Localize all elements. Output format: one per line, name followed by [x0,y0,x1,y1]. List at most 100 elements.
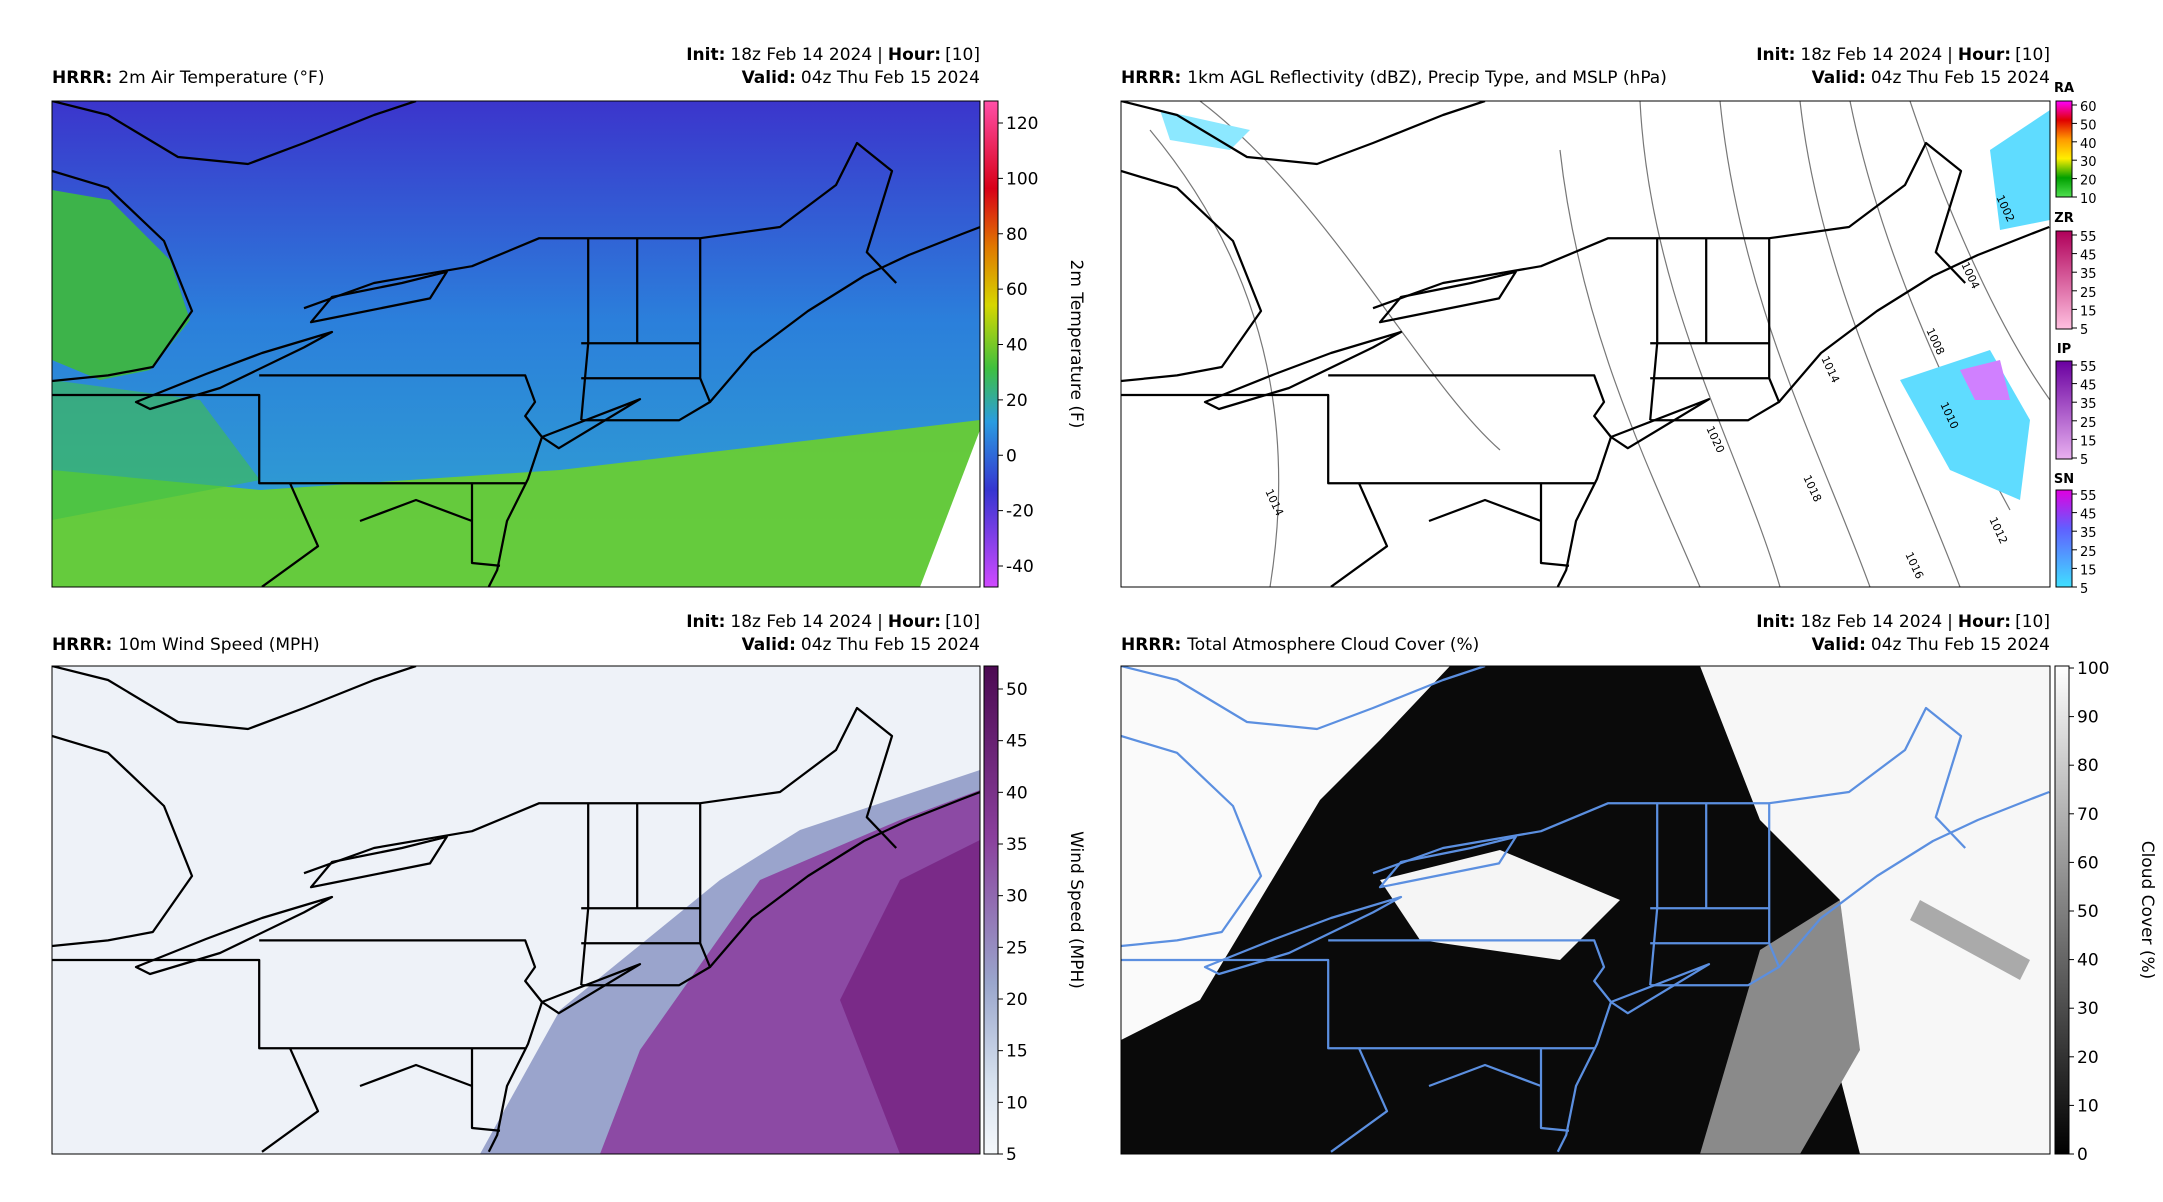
snow-area [1990,110,2050,230]
colorbar-label: IP [2057,342,2071,357]
colorbar-tick-label: 5 [2080,582,2088,597]
init-label: Init: [686,612,725,632]
init-time: 18z Feb 14 2024 [1800,45,1942,65]
colorbar-tick-label: 10 [1006,1093,1028,1113]
hour-label: Hour: [888,612,941,632]
panel-title: HRRR: 10m Wind Speed (MPH) [52,635,320,655]
init-line: Init: 18z Feb 14 2024 | Hour: [10] [686,45,980,65]
colorbar [2055,100,2073,198]
colorbar-tick-label: 15 [2080,304,2097,319]
colorbar-tick-label: 80 [2077,756,2099,776]
colorbar [983,100,999,588]
hour-value: [10] [2015,45,2050,65]
colorbar-tick-label: 45 [2080,508,2097,523]
hour-label: Hour: [1958,45,2011,65]
colorbar-tick-label: 40 [1006,336,1028,356]
colorbar [2055,489,2073,588]
title-text: Total Atmosphere Cloud Cover (%) [1186,635,1479,655]
colorbar-tick-label: 20 [1006,990,1028,1010]
colorbar-tick-label: 15 [2080,563,2097,578]
frame [51,665,981,1155]
colorbar-tick-label: -20 [1006,502,1034,522]
colorbar-tick-label: 100 [2077,659,2109,679]
model-name: HRRR: [52,635,112,655]
colorbar-tick-label: 25 [2080,545,2097,560]
colorbar-tick-label: 0 [1006,446,1017,466]
colorbar-tick-label: 60 [2077,853,2099,873]
valid-time: 04z Thu Feb 15 2024 [801,68,980,88]
valid-label: Valid: [1812,68,1866,88]
separator: | [877,45,883,65]
cloud-map [1121,666,2050,1154]
reflectivity-map [1121,101,2050,587]
colorbar-tick-label: 25 [1006,938,1028,958]
colorbar-label: RA [2054,81,2074,96]
colorbar-tick-label: 55 [2080,489,2097,504]
colorbar-tick-label: 5 [2080,323,2088,338]
colorbar-tick-label: 50 [2077,902,2099,922]
title-text: 2m Air Temperature (°F) [118,68,324,88]
separator: | [877,612,883,632]
colorbar-tick-label: 0 [2077,1145,2088,1165]
init-label: Init: [1756,45,1795,65]
colorbar-tick-label: 15 [2080,434,2097,449]
valid-time: 04z Thu Feb 15 2024 [801,635,980,655]
colorbar-label: ZR [2054,211,2073,226]
valid-line: Valid: 04z Thu Feb 15 2024 [1812,68,2050,88]
hour-label: Hour: [1958,612,2011,632]
hour-label: Hour: [888,45,941,65]
valid-time: 04z Thu Feb 15 2024 [1871,68,2050,88]
colorbar-tick-label: 35 [1006,835,1028,855]
colorbar-tick-label: 40 [1006,783,1028,803]
partial-cloud [1700,900,1860,1154]
colorbar-tick-label: -40 [1006,557,1034,577]
clear-area [1121,666,1450,1040]
colorbar-tick-label: 50 [1006,680,1028,700]
temperature-map [52,101,980,587]
colorbar-tick-label: 30 [2080,155,2097,170]
model-name: HRRR: [52,68,112,88]
wind-map [52,666,980,1154]
valid-label: Valid: [742,68,796,88]
init-label: Init: [1756,612,1795,632]
separator: | [1947,45,1953,65]
panel-title: HRRR: 2m Air Temperature (°F) [52,68,324,88]
colorbar-tick-label: 45 [2080,249,2097,264]
colorbar [2055,230,2073,330]
colorbar [983,665,999,1155]
valid-label: Valid: [742,635,796,655]
colorbar-tick-label: 35 [2080,397,2097,412]
panel-title: HRRR: Total Atmosphere Cloud Cover (%) [1121,635,1479,655]
colorbar-tick-label: 25 [2080,416,2097,431]
colorbar-tick-label: 90 [2077,708,2099,728]
colorbar-tick-label: 45 [2080,379,2097,394]
init-line: Init: 18z Feb 14 2024 | Hour: [10] [1756,45,2050,65]
colorbar-tick-label: 20 [2077,1048,2099,1068]
colorbar-label: Wind Speed (MPH) [1066,831,1086,989]
init-time: 18z Feb 14 2024 [1800,612,1942,632]
map-fill [1121,101,2050,587]
clear-area [1700,666,2050,1154]
colorbar-label: SN [2054,472,2074,487]
valid-line: Valid: 04z Thu Feb 15 2024 [742,68,980,88]
colorbar-tick-label: 55 [2080,230,2097,245]
colorbar-tick-label: 30 [1006,887,1028,907]
model-name: HRRR: [1121,68,1181,88]
init-line: Init: 18z Feb 14 2024 | Hour: [10] [1756,612,2050,632]
init-line: Init: 18z Feb 14 2024 | Hour: [10] [686,612,980,632]
colorbar-tick-label: 20 [1006,391,1028,411]
colorbar-tick-label: 30 [2077,999,2099,1019]
colorbar-tick-label: 35 [2080,526,2097,541]
no-data [920,430,980,587]
colorbar-tick-label: 35 [2080,267,2097,282]
colorbar-tick-label: 40 [2077,951,2099,971]
hour-value: [10] [2015,612,2050,632]
colorbar [2054,665,2070,1155]
colorbar-tick-label: 60 [2080,100,2097,115]
panel-title: HRRR: 1km AGL Reflectivity (dBZ), Precip … [1121,68,1667,88]
colorbar-tick-label: 5 [1006,1145,1017,1165]
colorbar-tick-label: 120 [1006,114,1038,134]
colorbar-tick-label: 10 [2080,192,2097,207]
